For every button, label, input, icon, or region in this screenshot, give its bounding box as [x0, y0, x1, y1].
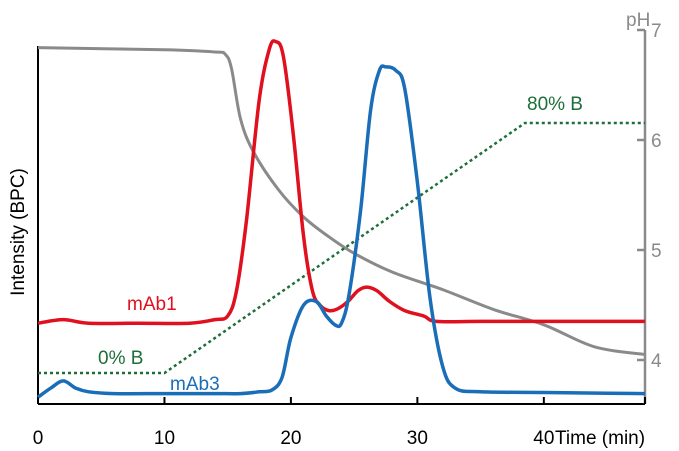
series-line-gradient — [38, 121, 645, 375]
x-axis-title: Time (min) — [555, 428, 645, 449]
y2-tick-label: 5 — [651, 241, 662, 262]
y2-tick-label: 7 — [651, 21, 662, 42]
x-tick-label: 30 — [407, 428, 428, 449]
annotation-mab3: mAb3 — [170, 374, 220, 395]
x-tick-label: 10 — [154, 428, 175, 449]
x-tick-label: 40 — [533, 428, 554, 449]
series-line-mab3 — [36, 64, 646, 399]
y2-tick-label: 4 — [651, 351, 662, 372]
y2-axis-title: pH — [626, 10, 650, 31]
x-tick-label: 0 — [33, 428, 44, 449]
annotation-0pct-b: 0% B — [98, 348, 143, 369]
series-line-mab1 — [37, 39, 645, 326]
y-axis-title: Intensity (BPC) — [8, 168, 29, 296]
x-tick-label: 20 — [280, 428, 301, 449]
annotation-80pct-b: 80% B — [527, 94, 583, 115]
annotation-mab1: mAb1 — [127, 294, 177, 315]
y2-tick-label: 6 — [651, 131, 662, 152]
